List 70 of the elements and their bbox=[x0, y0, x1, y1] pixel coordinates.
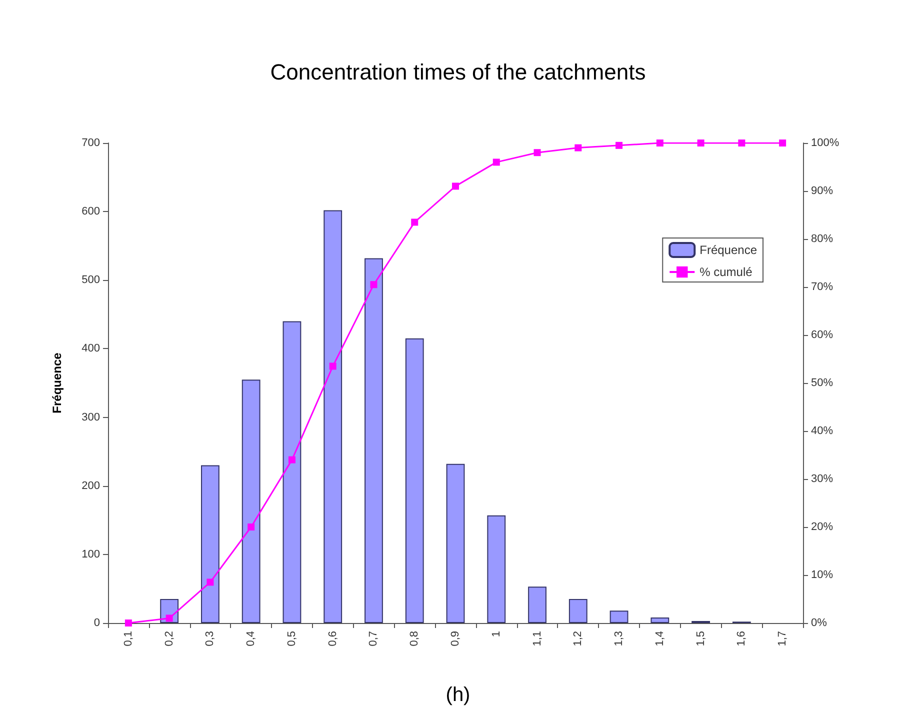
y2-tick-label: 100% bbox=[811, 137, 840, 149]
x-tick-label: 1,4 bbox=[654, 631, 666, 646]
y-tick-label: 500 bbox=[82, 274, 100, 286]
point bbox=[411, 218, 418, 226]
y2-tick-label: 10% bbox=[811, 569, 834, 581]
y-tick-label: 400 bbox=[82, 342, 100, 355]
y2-tick-label: 90% bbox=[811, 185, 834, 197]
point bbox=[370, 281, 378, 288]
x-tick-label: 0,6 bbox=[326, 631, 339, 646]
x-tick-label: 0,7 bbox=[368, 631, 380, 646]
bar bbox=[487, 515, 506, 623]
point bbox=[574, 144, 582, 152]
y-axis-title: Fréquence bbox=[50, 352, 64, 414]
y-tick-label: 600 bbox=[82, 206, 100, 218]
point bbox=[452, 182, 459, 190]
y-tick-label: 700 bbox=[82, 137, 100, 149]
x-tick-label: 0,1 bbox=[122, 631, 134, 646]
y-tick-label: 300 bbox=[82, 411, 100, 424]
point bbox=[616, 142, 623, 149]
x-tick-label: 1,5 bbox=[694, 631, 707, 646]
y-tick-label: 100 bbox=[82, 548, 100, 560]
x-tick-label: 1,1 bbox=[531, 631, 544, 646]
x-tick-label: 1,2 bbox=[572, 631, 584, 646]
bar bbox=[324, 210, 342, 623]
y2-tick-label: 0% bbox=[811, 617, 828, 629]
y2-tick-label: 40% bbox=[811, 425, 834, 437]
bar bbox=[568, 599, 588, 623]
bar bbox=[364, 258, 383, 623]
bar bbox=[405, 338, 424, 623]
bar bbox=[610, 610, 628, 623]
x-tick-label: 0,5 bbox=[286, 631, 298, 646]
point bbox=[697, 140, 704, 146]
bar bbox=[201, 465, 220, 623]
x-tick-label: 1,3 bbox=[613, 631, 626, 646]
bar bbox=[650, 618, 670, 623]
x-tick-label: 0,9 bbox=[450, 631, 462, 646]
y-tick-label: 200 bbox=[82, 480, 100, 492]
point bbox=[492, 158, 500, 166]
y2-tick-label: 30% bbox=[811, 473, 834, 485]
x-tick-label: 1,6 bbox=[736, 631, 748, 646]
point bbox=[288, 456, 296, 464]
y2-tick-label: 60% bbox=[811, 329, 834, 341]
x-tick-label: 0,2 bbox=[163, 631, 176, 646]
x-tick-label: 1 bbox=[490, 631, 502, 638]
y2-tick-label: 20% bbox=[811, 521, 834, 533]
point bbox=[656, 140, 664, 146]
point bbox=[534, 149, 541, 156]
y2-tick-label: 80% bbox=[811, 233, 834, 245]
bar bbox=[446, 464, 465, 623]
point bbox=[329, 362, 336, 370]
y2-tick-label: 50% bbox=[811, 377, 834, 389]
bar bbox=[242, 380, 260, 623]
legend-label: Fréquence bbox=[700, 243, 758, 257]
point bbox=[738, 140, 746, 146]
point bbox=[248, 524, 255, 530]
y2-tick-label: 70% bbox=[811, 281, 834, 293]
text: (h) bbox=[446, 684, 470, 706]
y-tick-label: 0 bbox=[94, 617, 100, 629]
bar bbox=[282, 321, 302, 623]
x-tick-label: 0,4 bbox=[245, 631, 258, 646]
point bbox=[124, 620, 132, 626]
point bbox=[779, 140, 786, 146]
chart-title: Concentration times of the catchments bbox=[270, 60, 646, 84]
bar bbox=[528, 586, 546, 623]
point bbox=[206, 578, 214, 586]
x-tick-label: 0,8 bbox=[408, 631, 421, 646]
legend-label: % cumulé bbox=[700, 265, 753, 279]
x-tick-label: 0,3 bbox=[204, 631, 216, 646]
x-tick-label: 1,7 bbox=[776, 631, 789, 646]
point bbox=[166, 614, 173, 622]
